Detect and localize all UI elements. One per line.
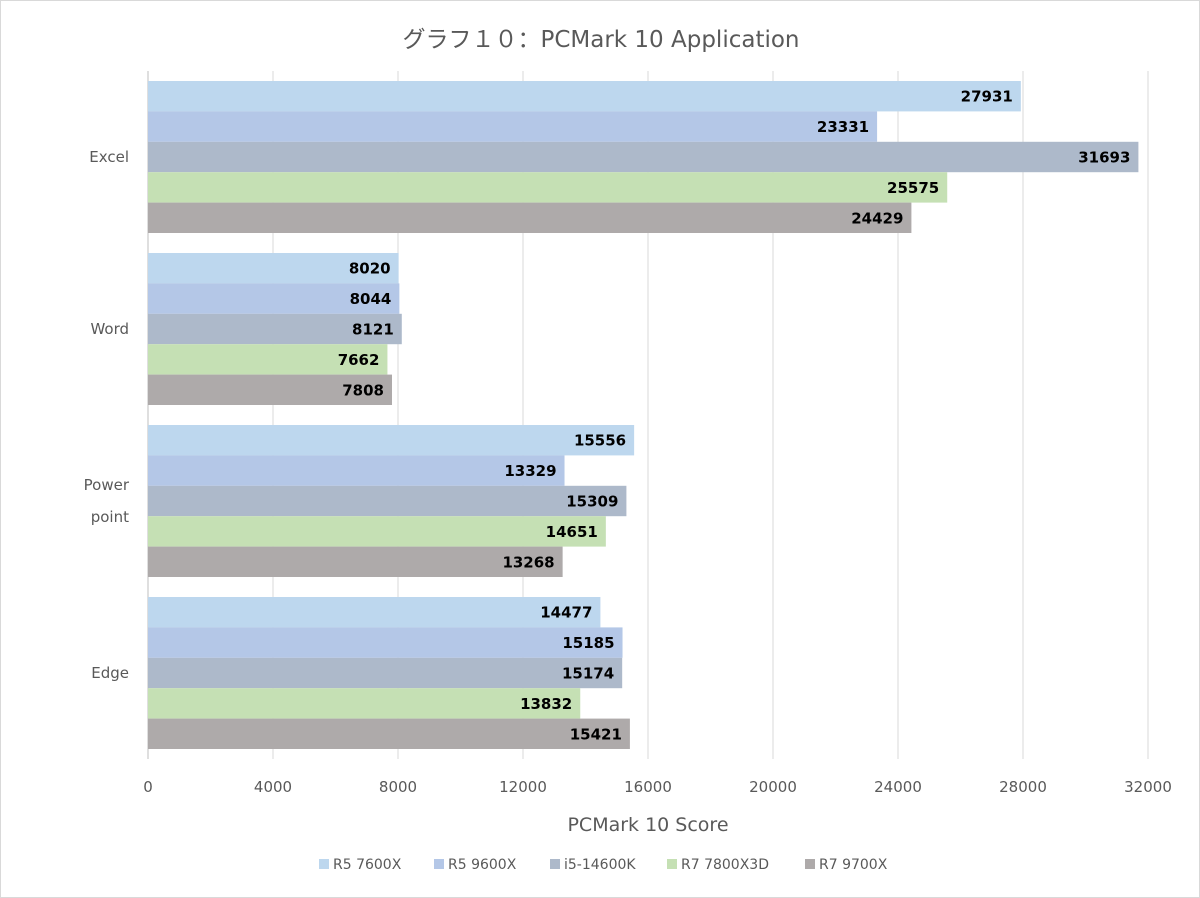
bar-0-4 [148,202,912,233]
bar-3-3 [148,688,581,719]
bar-1-3 [148,344,388,375]
legend-swatch-2 [550,859,560,869]
data-label-2-0: 15556 [574,432,626,450]
data-label-3-1: 15185 [562,634,614,652]
bar-3-4 [148,718,630,749]
legend: R5 7600X R5 9600X i5-14600K R7 7800X3D R7 97… [319,857,888,873]
data-label-2-4: 13268 [502,553,554,571]
category-labels: Excel Word Power point Edge [84,148,130,682]
legend-swatch-3 [667,859,677,869]
data-label-3-3: 13832 [520,695,572,713]
bar-0-3 [148,172,948,203]
x-tick-28000: 28000 [999,778,1047,796]
data-label-2-3: 14651 [546,523,598,541]
bar-2-2 [148,485,627,517]
data-label-1-1: 8044 [350,290,392,308]
data-label-1-0: 8020 [349,260,391,278]
x-tick-20000: 20000 [749,778,797,796]
bar-0-2 [148,141,1139,173]
bar-1-4 [148,374,392,405]
bar-1-0 [148,253,399,284]
bar-2-4 [148,546,563,577]
data-label-1-3: 7662 [338,351,380,369]
legend-label-2: i5-14600K [564,857,636,873]
bar-2-0 [148,425,635,456]
data-label-2-1: 13329 [504,462,556,480]
bars [148,81,1139,749]
chart-title: グラフ１０：PCMark 10 Application [402,27,799,53]
legend-label-0: R5 7600X [333,857,402,873]
x-tick-16000: 16000 [624,778,672,796]
bar-2-3 [148,516,606,547]
data-label-1-2: 8121 [352,321,394,339]
legend-swatch-4 [805,859,815,869]
category-label-1-0: Word [90,320,129,338]
x-tick-4000: 4000 [254,778,292,796]
data-label-0-3: 25575 [887,179,939,197]
legend-label-1: R5 9600X [448,857,517,873]
data-label-3-2: 15174 [562,665,614,683]
category-label-2-0: Power [84,476,130,494]
bar-1-2 [148,313,402,345]
x-tick-8000: 8000 [379,778,417,796]
legend-swatch-1 [434,859,444,869]
x-tick-24000: 24000 [874,778,922,796]
bar-0-0 [148,81,1021,112]
data-label-0-2: 31693 [1078,149,1130,167]
bar-3-0 [148,597,601,628]
data-label-0-4: 24429 [851,209,903,227]
data-label-3-4: 15421 [570,725,622,743]
data-label-0-0: 27931 [961,88,1013,106]
legend-swatch-0 [319,859,329,869]
x-tick-12000: 12000 [499,778,547,796]
bar-0-1 [148,111,878,142]
data-label-3-0: 14477 [540,604,592,622]
data-label-1-4: 7808 [342,381,384,399]
category-label-2-1: point [91,508,129,526]
legend-label-3: R7 7800X3D [681,857,769,873]
x-tick-32000: 32000 [1124,778,1172,796]
category-label-0-0: Excel [89,148,129,166]
bar-3-2 [148,657,623,689]
data-label-2-2: 15309 [566,493,618,511]
data-labels: 27931 23331 31693 25575 24429 8020 8044 8121 766… [338,88,1131,744]
bar-2-1 [148,455,565,486]
x-tick-labels: 0 4000 8000 12000 16000 20000 24000 28000 32000 [143,778,1172,796]
category-label-3-0: Edge [91,664,129,682]
data-label-0-1: 23331 [817,118,869,136]
x-axis-label: PCMark 10 Score [567,814,728,836]
legend-label-4: R7 9700X [819,857,888,873]
bar-1-1 [148,283,400,314]
x-tick-0: 0 [143,778,153,796]
bar-3-1 [148,627,623,658]
